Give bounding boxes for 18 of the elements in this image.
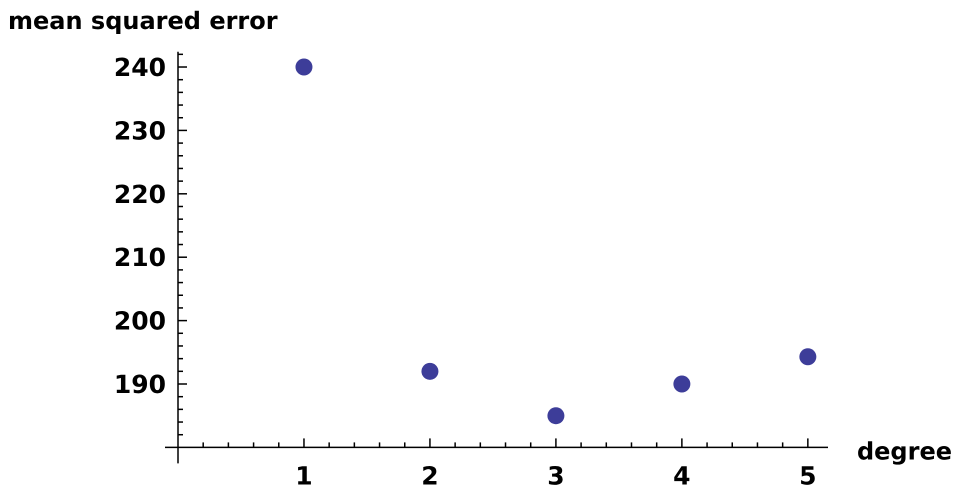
x-axis-title: degree <box>856 437 952 466</box>
y-tick-label: 240 <box>114 53 166 82</box>
x-tick-label: 4 <box>673 461 691 490</box>
y-tick-label: 200 <box>114 306 166 336</box>
point <box>295 58 312 76</box>
y-tick-label: 220 <box>114 180 166 209</box>
y-tick-label: 210 <box>114 243 166 272</box>
point <box>799 348 816 366</box>
point <box>421 362 438 380</box>
x-tick-label: 2 <box>421 461 439 490</box>
point <box>547 407 564 424</box>
x-tick-label: 3 <box>547 461 565 490</box>
y-tick-label: 190 <box>114 370 166 400</box>
point <box>673 376 690 392</box>
y-tick-label: 230 <box>114 116 166 146</box>
x-tick-label: 5 <box>799 461 817 490</box>
x-tick-label: 1 <box>295 461 313 490</box>
y-axis-title: mean squared error <box>8 7 278 35</box>
